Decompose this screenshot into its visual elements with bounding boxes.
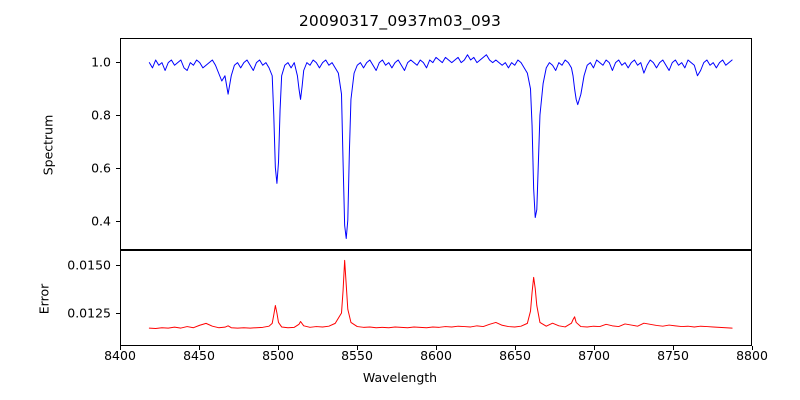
x-tick-mark	[119, 346, 121, 350]
error-y-tick-label: 0.0150	[67, 257, 111, 273]
spectrum-y-tick-label: 1.0	[91, 54, 111, 70]
x-tick-mark	[672, 346, 674, 350]
x-tick-mark	[435, 346, 437, 350]
error-y-tick-label: 0.0125	[67, 305, 111, 321]
x-tick-label: 8500	[262, 348, 294, 363]
spectrum-y-tick-label: 0.4	[91, 213, 111, 229]
x-tick-label: 8450	[183, 348, 215, 363]
error-ylabel: Error	[36, 283, 52, 315]
x-tick-mark	[277, 346, 279, 350]
x-tick-mark	[593, 346, 595, 350]
spectrum-y-tick-mark	[116, 61, 120, 63]
spectrum-line	[148, 54, 733, 239]
spectrum-axes	[120, 38, 752, 250]
x-tick-mark	[198, 346, 200, 350]
x-axis-label: Wavelength	[362, 370, 438, 385]
spectrum-y-tick-mark	[116, 167, 120, 169]
x-tick-label: 8800	[736, 348, 768, 363]
x-tick-mark	[356, 346, 358, 350]
spectrum-y-tick-label: 0.8	[91, 107, 111, 123]
spectrum-ylabel-wrap: Spectrum	[18, 115, 79, 176]
error-y-tick-mark	[116, 313, 120, 315]
page-title: 20090317_0937m03_093	[298, 12, 502, 30]
spectrum-plot-area	[148, 54, 733, 239]
spectrum-y-tick-label: 0.6	[91, 160, 111, 176]
error-ylabel-wrap: Error	[29, 284, 59, 314]
x-tick-mark	[514, 346, 516, 350]
x-tick-label: 8700	[578, 348, 610, 363]
x-tick-label: 8600	[420, 348, 452, 363]
x-tick-label: 8400	[104, 348, 136, 363]
spectrum-y-tick-mark	[116, 220, 120, 222]
spectrum-y-tick-mark	[116, 114, 120, 116]
error-plot-area	[148, 259, 733, 329]
x-tick-label: 8750	[657, 348, 689, 363]
error-line	[148, 259, 733, 329]
x-tick-mark	[751, 346, 753, 350]
error-y-tick-mark	[116, 265, 120, 267]
x-tick-label: 8550	[341, 348, 373, 363]
x-tick-label: 8650	[499, 348, 531, 363]
spectrum-ylabel: Spectrum	[40, 114, 56, 176]
error-axes	[120, 250, 752, 346]
